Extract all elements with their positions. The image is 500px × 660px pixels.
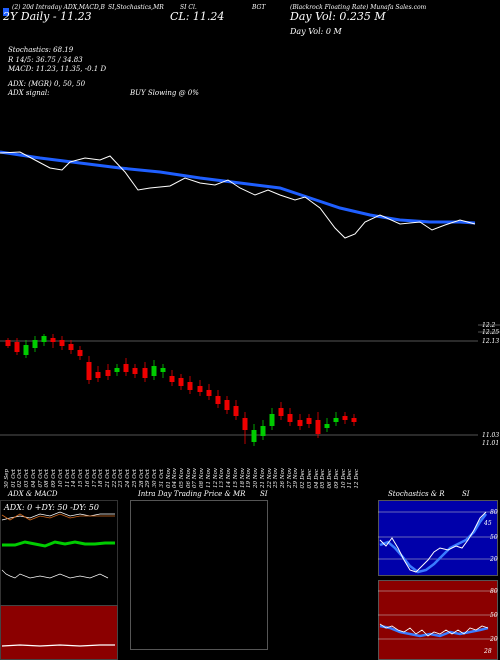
candle-body [187, 382, 193, 390]
candle-body [260, 426, 266, 436]
price-axis-mid: 12.13 [482, 338, 500, 345]
candle-body [86, 362, 92, 380]
mrsi-line [379, 624, 489, 638]
header-line1b: SI,Stochastics,MR [108, 4, 164, 11]
adx-panel-title: ADX & MACD [8, 490, 58, 498]
price-axis-upper-2: 12.25 [482, 329, 500, 336]
candle-body [114, 368, 120, 372]
price-line [0, 151, 476, 239]
candle-body [151, 366, 157, 376]
r-readout: R 14/5: 36.75 / 34.83 [8, 56, 83, 64]
price-axis-low-2: 11.01 [482, 440, 500, 447]
buy-signal: BUY Slowing @ 0% [130, 89, 199, 97]
candle-body [206, 390, 212, 396]
candle-body [342, 416, 348, 420]
candlestick-chart [0, 324, 500, 446]
ticker-label: BGT [252, 4, 266, 11]
candle-body [169, 376, 175, 382]
mrsi-panel [378, 580, 498, 660]
intraday-panel-title: Intra Day Trading Price & MR [138, 490, 246, 498]
moving-average-chart [0, 150, 476, 239]
adx-signal-label: ADX signal: [8, 89, 50, 97]
candle-body [132, 368, 138, 374]
macd-readout: MACD: 11.23, 11.35, -0.1 D [8, 65, 107, 73]
adx-readout: ADX: (MGR) 0, 50, 50 [8, 80, 86, 88]
candle-body [251, 430, 257, 442]
adx-signal-line [1, 569, 109, 579]
day-volume-2: Day Vol: 0 M [290, 27, 342, 36]
candle-body [324, 424, 330, 428]
candle-body [351, 418, 357, 422]
stoch-level-20: 20 [490, 556, 498, 563]
candle-body [297, 420, 303, 426]
candle-body [242, 418, 248, 430]
candle-body [41, 336, 47, 342]
macd-line [1, 644, 115, 647]
mrsi-level-80: 80 [490, 588, 498, 595]
candle-body [23, 345, 29, 355]
stoch-panel-title: Stochastics & R [388, 490, 445, 498]
day-volume: Day Vol: 0.235 M [290, 10, 386, 23]
candle-body [178, 378, 184, 386]
candle-body [142, 368, 148, 378]
candle-body [160, 368, 166, 372]
stoch-d-line [379, 513, 487, 574]
candle-body [315, 420, 321, 434]
stochastics-readout: Stochastics: 68.19 [8, 46, 74, 54]
header-line1: (2) 20d Intraday ADX,MACD,B [12, 4, 105, 11]
candle-body [269, 414, 275, 426]
adx-values: ADX: 0 +DY: 50 -DY: 50 [4, 503, 99, 512]
mrsi-level-20: 20 [490, 636, 498, 643]
adx-di-line [1, 513, 115, 521]
adx-line [2, 540, 115, 548]
candle-body [77, 350, 83, 356]
stochastics-panel [378, 500, 498, 576]
stoch-level-80: 80 [490, 509, 498, 516]
candle-body [224, 400, 230, 410]
intraday-si-label: SI [260, 490, 268, 498]
candle-body [197, 386, 203, 392]
moving-average-line [0, 150, 476, 225]
header-site: (Blackrock Floating Rate) Munafa Sales.c… [290, 4, 427, 11]
header-line1c: SI Cl. [180, 4, 197, 11]
candle-body [95, 372, 101, 378]
candle-body [278, 408, 284, 416]
candle-body [306, 418, 312, 424]
candle-body [32, 340, 38, 348]
intraday-panel [130, 500, 268, 650]
candle-body [333, 418, 339, 422]
candle-body [59, 340, 65, 346]
stoch-level-50: 50 [490, 534, 498, 541]
price-axis-upper-1: 12.2 [482, 322, 496, 329]
candle-body [123, 364, 129, 372]
stoch-si-label: SI [462, 490, 470, 498]
header-line2: 2Y Daily - 11.23 [3, 10, 92, 23]
candle-body [50, 338, 56, 342]
candle-body [105, 370, 111, 376]
legend-icon [3, 8, 9, 16]
candle-body [215, 396, 221, 404]
stoch-value: 45 [484, 520, 492, 527]
candle-body [5, 340, 11, 346]
candle-body [287, 414, 293, 422]
candle-body [233, 406, 239, 416]
stoch-k-line [379, 511, 487, 573]
mrsi-value: 28 [484, 648, 492, 655]
mrsi-level-50: 50 [490, 612, 498, 619]
candle-body [14, 342, 20, 352]
price-axis-low-1: 11.03 [482, 432, 500, 439]
candle-body [68, 344, 74, 350]
close-price: CL: 11.24 [170, 10, 225, 23]
mrsi-signal-line [379, 623, 489, 637]
